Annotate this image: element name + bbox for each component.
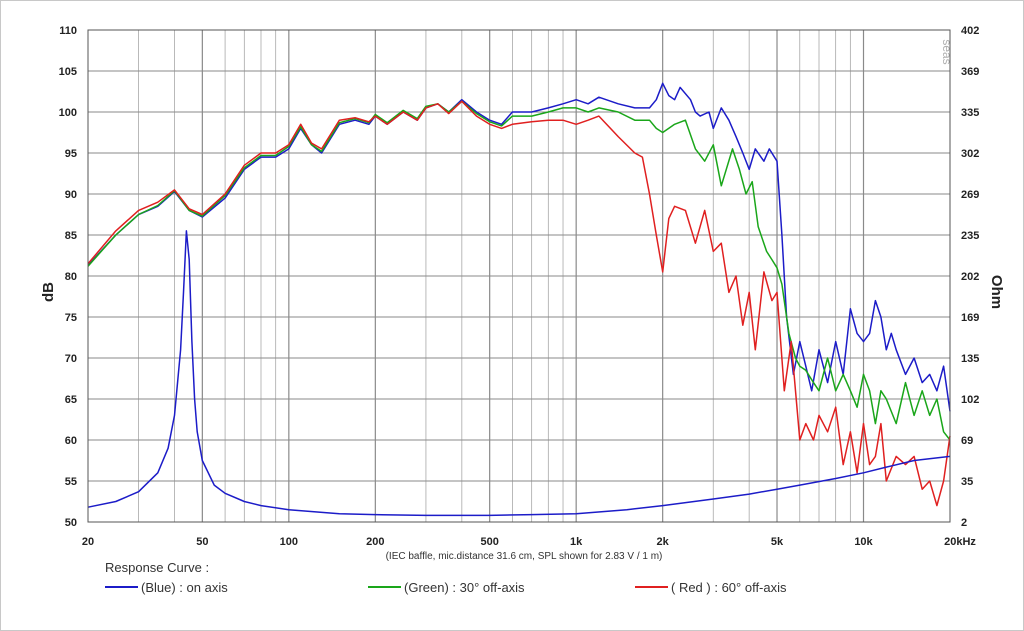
y2-tick-label: 302 — [961, 148, 979, 160]
y-tick-label: 80 — [65, 271, 77, 283]
y2-tick-label: 135 — [961, 353, 979, 365]
legend-label: (Green) : 30° off-axis — [404, 580, 525, 595]
series-line — [87, 230, 951, 517]
y-tick-label: 85 — [65, 230, 77, 242]
series — [87, 82, 951, 517]
y2-tick-label: 169 — [961, 312, 979, 324]
y2-tick-label: 369 — [961, 66, 979, 78]
legend-label: (Blue) : on axis — [141, 580, 228, 595]
y-tick-label: 100 — [59, 107, 77, 119]
x-tick-label: 500 — [480, 536, 498, 548]
y-tick-label: 75 — [65, 312, 77, 324]
y-tick-label: 55 — [65, 476, 77, 488]
series-line — [87, 100, 951, 507]
y-tick-label: 65 — [65, 394, 77, 406]
x-tick-label: 200 — [366, 536, 384, 548]
x-tick-label: 2k — [657, 536, 670, 548]
y-tick-label: 90 — [65, 189, 77, 201]
x-tick-label: 100 — [280, 536, 298, 548]
series-line — [87, 82, 951, 412]
x-tick-label: 1k — [570, 536, 583, 548]
y2-tick-label: 35 — [961, 476, 973, 488]
y2-tick-label: 202 — [961, 271, 979, 283]
y-axis-title: dB — [40, 282, 57, 302]
y2-tick-label: 269 — [961, 189, 979, 201]
x-tick-label: 20kHz — [944, 536, 976, 548]
series-line — [87, 100, 951, 441]
legend: (Blue) : on axis (Green) : 30° off-axis ( … — [105, 580, 787, 595]
x-tick-label: 5k — [771, 536, 784, 548]
y2-tick-label: 2 — [961, 517, 967, 529]
y-tick-label: 105 — [59, 66, 77, 78]
y-ticks: 110 105 100 95 90 85 80 75 70 65 60 55 50 — [59, 25, 77, 529]
watermark-text: seas — [940, 39, 954, 64]
y2-ticks: 402 369 335 302 269 235 202 169 135 102 69 35 2 — [961, 25, 979, 529]
grid — [88, 30, 950, 522]
y2-tick-label: 335 — [961, 107, 979, 119]
y-tick-label: 95 — [65, 148, 77, 160]
y2-tick-label: 402 — [961, 25, 979, 37]
y-tick-label: 110 — [59, 25, 77, 37]
legend-label: ( Red ) : 60° off-axis — [671, 580, 787, 595]
y-tick-label: 70 — [65, 353, 77, 365]
y-tick-label: 60 — [65, 435, 77, 447]
x-ticks: 20 50 100 200 500 1k 2k 5k 10k 20kHz — [82, 536, 977, 548]
x-tick-label: 20 — [82, 536, 94, 548]
y2-tick-label: 235 — [961, 230, 979, 242]
x-tick-label: 50 — [196, 536, 208, 548]
plot-border — [87, 29, 951, 523]
y2-axis-title: Ohm — [988, 275, 1005, 309]
y-tick-label: 50 — [65, 517, 77, 529]
y2-tick-label: 69 — [961, 435, 973, 447]
measurement-note: (IEC baffle, mic.distance 31.6 cm, SPL s… — [386, 551, 663, 562]
x-tick-label: 10k — [854, 536, 873, 548]
legend-title: Response Curve : — [105, 560, 209, 575]
y2-tick-label: 102 — [961, 394, 979, 406]
